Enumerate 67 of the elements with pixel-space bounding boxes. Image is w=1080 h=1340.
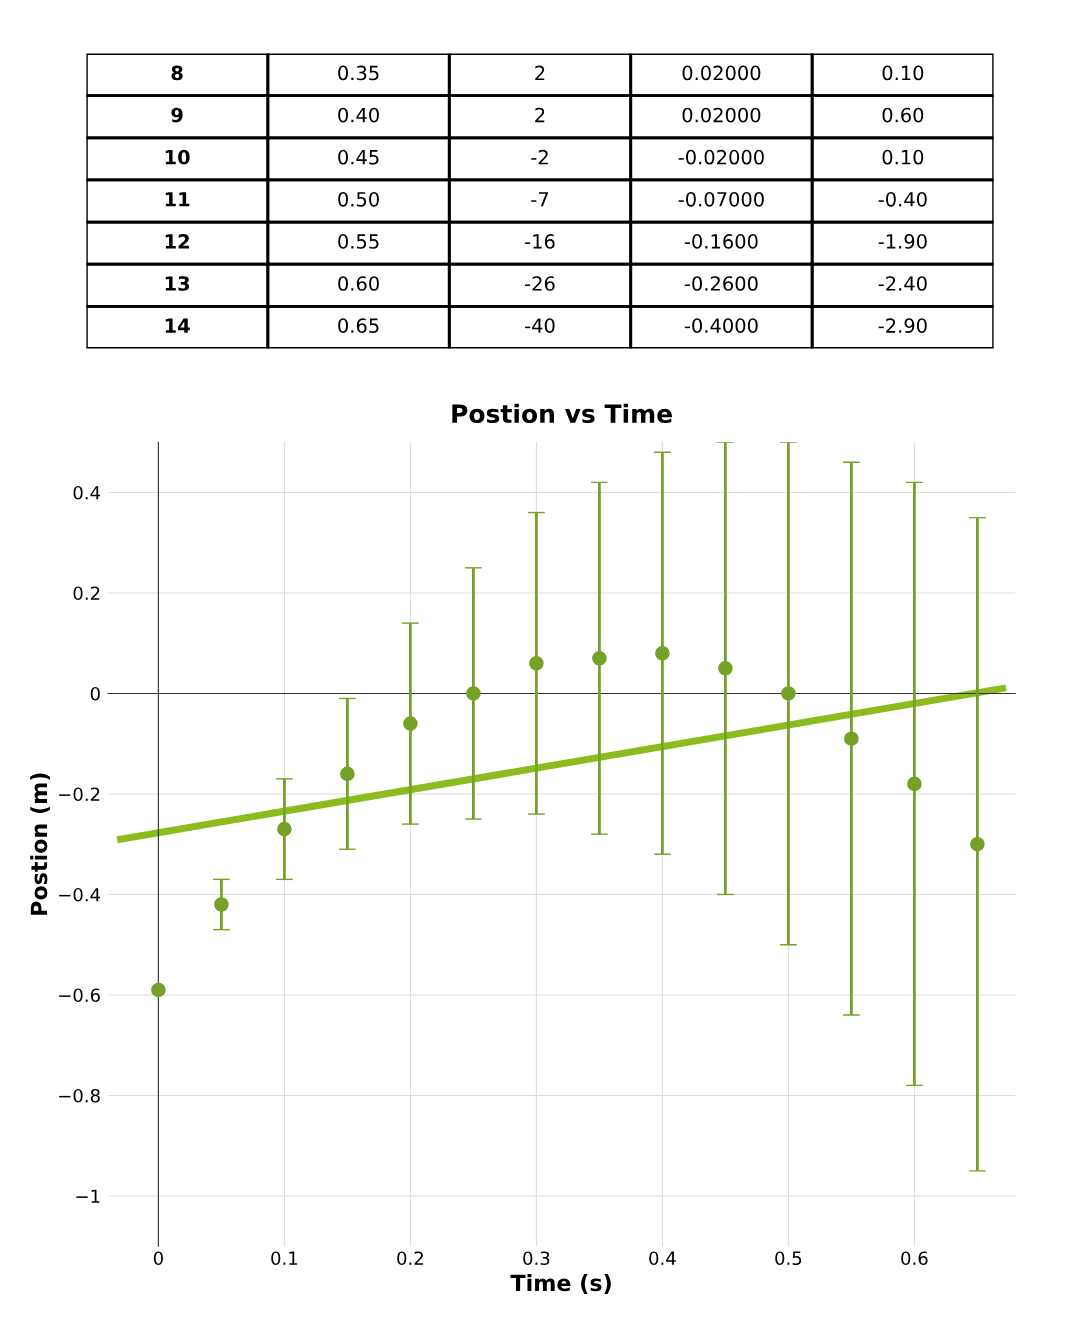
x-tick-label: 0.6	[901, 1251, 928, 1266]
text: 9	[171, 107, 183, 123]
text: 8	[171, 65, 183, 81]
text: 2	[535, 65, 545, 81]
y-axis-title: Postion (m)	[30, 773, 50, 915]
y-tick-label: −0.6	[59, 988, 100, 1003]
text: 10	[165, 149, 190, 165]
text: -0.40	[878, 191, 927, 207]
point	[844, 731, 859, 746]
x-tick-label: 0.2	[397, 1251, 423, 1266]
chart-title: Postion vs Time	[452, 403, 672, 424]
text: -0.07000	[678, 191, 764, 207]
text: 0.10	[882, 149, 924, 165]
point	[592, 650, 607, 666]
text: 0.35	[338, 65, 379, 81]
text: 0.50	[338, 191, 379, 207]
point	[781, 686, 796, 701]
text: 0.60	[338, 276, 379, 291]
point	[277, 821, 292, 837]
text: -1.90	[878, 234, 927, 249]
text: 0.02000	[682, 65, 761, 81]
text: 0.65	[338, 318, 379, 333]
x-tick-label: 0.3	[523, 1251, 550, 1266]
text: 0.02000	[682, 107, 761, 123]
x-tick-label: 0.1	[271, 1251, 298, 1266]
text: 0.45	[338, 149, 379, 165]
text: -2.90	[878, 318, 927, 333]
y-tick-label: −1	[76, 1189, 100, 1203]
text: -0.2600	[684, 276, 758, 291]
x-tick-label: 0.4	[649, 1251, 676, 1266]
point	[466, 686, 481, 701]
text: -40	[525, 318, 555, 333]
point	[655, 645, 670, 661]
text: -16	[525, 234, 555, 249]
y-tick-label: 0.4	[73, 485, 101, 500]
point	[151, 982, 166, 998]
point	[340, 766, 355, 782]
point	[529, 656, 544, 671]
point	[970, 836, 985, 852]
text: -2	[531, 149, 548, 165]
text: 14	[165, 318, 190, 333]
point	[907, 776, 922, 792]
y-tick-label: 0	[90, 686, 100, 701]
text: 2	[535, 107, 545, 123]
text: -26	[525, 276, 555, 291]
y-tick-label: −0.4	[59, 887, 101, 902]
y-tick-label: 0.2	[73, 586, 100, 601]
text: 0.40	[338, 107, 379, 123]
text: -0.1600	[684, 234, 758, 249]
x-tick-label: 0.5	[775, 1251, 802, 1266]
point	[214, 897, 229, 912]
text: 0.60	[882, 107, 924, 123]
text: 13	[165, 276, 190, 291]
text: -0.02000	[678, 149, 764, 165]
x-axis-title: Time (s)	[510, 1274, 611, 1294]
text: -0.4000	[684, 318, 758, 333]
y-tick-label: −0.8	[59, 1088, 100, 1103]
x-tick-label: 0	[153, 1251, 163, 1266]
text: -2.40	[878, 276, 927, 291]
point	[403, 716, 418, 731]
y-tick-label: −0.2	[59, 787, 100, 802]
point	[718, 661, 733, 676]
text: 0.55	[338, 234, 379, 249]
text: 12	[165, 234, 189, 249]
text: 0.10	[882, 65, 924, 81]
text: -7	[531, 192, 549, 207]
text: 11	[165, 192, 190, 207]
